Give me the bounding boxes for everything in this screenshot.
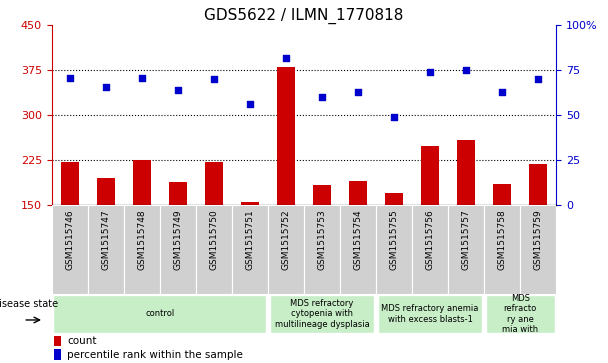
Point xyxy=(317,94,327,100)
Point xyxy=(245,102,255,107)
Bar xyxy=(412,205,448,294)
Point xyxy=(353,89,363,95)
Point xyxy=(426,69,435,75)
Text: count: count xyxy=(67,336,97,346)
Bar xyxy=(304,205,340,294)
Text: GSM1515750: GSM1515750 xyxy=(209,209,218,270)
Bar xyxy=(486,295,554,333)
Bar xyxy=(448,205,484,294)
Bar xyxy=(378,295,482,333)
Bar xyxy=(55,349,61,359)
Point xyxy=(461,68,471,73)
Bar xyxy=(340,205,376,294)
Text: MDS
refracto
ry ane
mia with: MDS refracto ry ane mia with xyxy=(502,294,538,334)
Text: control: control xyxy=(145,310,174,318)
Bar xyxy=(52,205,88,294)
Bar xyxy=(61,162,78,205)
Text: MDS refractory anemia
with excess blasts-1: MDS refractory anemia with excess blasts… xyxy=(381,304,479,324)
Bar xyxy=(124,205,160,294)
Text: GSM1515759: GSM1515759 xyxy=(534,209,543,270)
Point xyxy=(173,87,183,93)
Text: GSM1515746: GSM1515746 xyxy=(65,209,74,270)
Point xyxy=(497,89,507,95)
Text: MDS refractory
cytopenia with
multilineage dysplasia: MDS refractory cytopenia with multilinea… xyxy=(275,299,370,329)
Bar xyxy=(160,205,196,294)
Bar xyxy=(97,178,115,205)
Bar xyxy=(520,205,556,294)
Bar xyxy=(313,185,331,205)
Bar xyxy=(268,205,304,294)
Bar xyxy=(349,181,367,205)
Bar xyxy=(270,295,375,333)
Bar xyxy=(88,205,124,294)
Bar xyxy=(277,68,295,205)
Text: GSM1515753: GSM1515753 xyxy=(317,209,326,270)
Bar xyxy=(457,140,475,205)
Text: percentile rank within the sample: percentile rank within the sample xyxy=(67,350,243,360)
Bar xyxy=(484,205,520,294)
Point xyxy=(101,83,111,89)
Text: disease state: disease state xyxy=(0,299,58,309)
Text: GSM1515755: GSM1515755 xyxy=(390,209,399,270)
Bar xyxy=(385,193,403,205)
Bar xyxy=(205,162,223,205)
Text: GSM1515752: GSM1515752 xyxy=(282,209,291,270)
Point xyxy=(137,75,147,81)
Text: GSM1515749: GSM1515749 xyxy=(173,209,182,270)
Bar xyxy=(55,336,61,346)
Text: GSM1515748: GSM1515748 xyxy=(137,209,147,270)
Bar xyxy=(232,205,268,294)
Bar xyxy=(493,184,511,205)
Point xyxy=(281,55,291,61)
Title: GDS5622 / ILMN_1770818: GDS5622 / ILMN_1770818 xyxy=(204,8,404,24)
Bar xyxy=(530,164,547,205)
Point xyxy=(65,75,75,81)
Text: GSM1515751: GSM1515751 xyxy=(246,209,254,270)
Point xyxy=(389,114,399,120)
Bar xyxy=(169,182,187,205)
Point xyxy=(533,76,543,82)
Bar xyxy=(133,160,151,205)
Point xyxy=(209,76,219,82)
Text: GSM1515747: GSM1515747 xyxy=(102,209,110,270)
Text: GSM1515758: GSM1515758 xyxy=(498,209,506,270)
Text: GSM1515754: GSM1515754 xyxy=(354,209,362,270)
Text: GSM1515756: GSM1515756 xyxy=(426,209,435,270)
Text: GSM1515757: GSM1515757 xyxy=(461,209,471,270)
Bar xyxy=(421,146,439,205)
Bar xyxy=(54,295,266,333)
Bar xyxy=(376,205,412,294)
Bar xyxy=(196,205,232,294)
Bar xyxy=(241,202,259,205)
